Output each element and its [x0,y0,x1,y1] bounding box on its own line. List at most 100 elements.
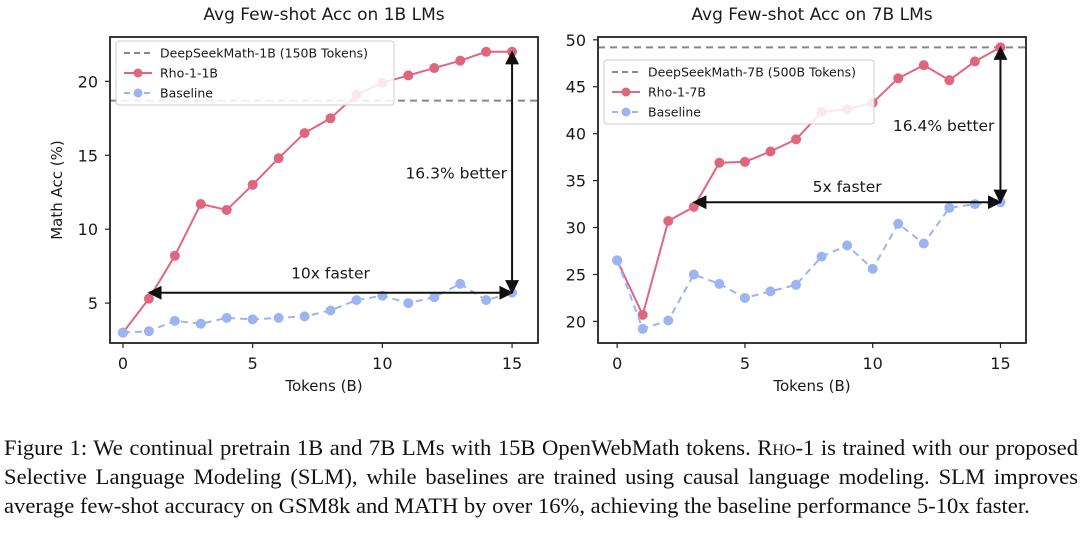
y-tick-label: 45 [566,78,586,97]
baseline-data-point [688,269,699,280]
baseline-data-point [791,279,802,290]
baseline-data-point [765,286,776,297]
rho-data-point [403,70,414,81]
baseline-data-point [612,255,623,266]
rho-data-point [481,46,492,57]
rho-data-point [429,63,440,74]
rho-data-point [714,157,725,168]
x-tick-label: 15 [502,354,522,373]
legend-label: DeepSeekMath-7B (500B Tokens) [648,65,856,80]
y-tick-label: 5 [88,294,98,313]
rho-data-point [918,60,929,71]
y-tick-label: 40 [566,125,586,144]
rho-data-point [299,128,310,139]
rho-data-point [169,250,180,261]
chart-title: Avg Few-shot Acc on 7B LMs [691,5,932,25]
y-tick-label: 10 [78,220,98,239]
chart-panel-1: Avg Few-shot Acc on 1B LMs 10x faster 16.3… [48,5,539,395]
baseline-data-point [247,314,258,325]
legend-label: Rho-1-7B [648,85,706,100]
baseline-series-line [616,201,1001,331]
baseline-data-point [143,326,154,337]
rho-series-line [616,46,1001,318]
caption-method-smallcaps: ho [772,435,796,460]
baseline-data-point [893,218,904,229]
baseline-data-point [714,278,725,289]
rho-data-point [143,293,154,304]
legend-label: Rho-1-1B [160,66,218,81]
baseline-data-point [816,251,827,262]
y-tick-label: 30 [566,219,586,238]
figure-caption: Figure 1: We continual pretrain 1B and 7… [4,433,1078,520]
baseline-data-point [481,295,492,306]
caption-rest: is trained with our proposed Selective L… [4,435,1079,518]
rho-data-point [455,55,466,66]
rho-data-point [247,179,258,190]
y-tick-label: 25 [566,265,586,284]
x-tick-label: 5 [248,354,258,373]
speedup-label: 5x faster [813,178,883,196]
caption-method-suffix: -1 [795,435,815,460]
improvement-label: 16.3% better [405,164,507,182]
baseline-data-point [663,315,674,326]
rho-data-point [663,215,674,226]
baseline-data-point [351,295,362,306]
rho-data-point [765,146,776,157]
legend-box [603,59,875,125]
legend-marker-sample [621,87,631,97]
speedup-label: 10x faster [291,265,370,283]
baseline-data-point [169,315,180,326]
baseline-data-point [403,298,414,309]
x-tick-label: 10 [863,354,883,373]
y-axis-label: Math Acc (%) [48,140,66,240]
baseline-data-point [273,312,284,323]
baseline-data-point [918,238,929,249]
caption-method-prefix: R [757,435,773,460]
chart-title: Avg Few-shot Acc on 1B LMs [203,5,444,25]
legend-marker-sample [621,107,631,117]
x-tick-label: 0 [118,354,128,373]
rho-data-point [221,204,232,215]
baseline-data-point [637,323,648,334]
rho-data-point [688,201,699,212]
baseline-data-point [455,278,466,289]
plot-frame [109,36,539,344]
x-tick-label: 10 [372,354,392,373]
y-tick-label: 35 [566,172,586,191]
legend: DeepSeekMath-1B (150B Tokens) Rho-1-1B Bas… [115,40,395,106]
legend-label: DeepSeekMath-1B (150B Tokens) [160,46,368,61]
baseline-data-point [195,318,206,329]
rho-data-point [273,153,284,164]
y-tick-label: 20 [566,312,586,331]
legend-marker-sample [133,68,143,78]
improvement-label: 16.4% better [893,117,995,135]
x-axis-label: Tokens (B) [284,377,362,395]
baseline-data-point [117,327,128,338]
baseline-data-point [221,312,232,323]
baseline-data-point [944,202,955,213]
baseline-data-point [969,199,980,210]
baseline-data-point [325,305,336,316]
rho-data-point [325,113,336,124]
rho-series-line [122,50,513,334]
x-tick-label: 5 [740,354,750,373]
chart-panel-2: Avg Few-shot Acc on 7B LMs 5x faster 16.4%… [566,5,1027,395]
y-tick-label: 20 [78,72,98,91]
legend-marker-sample [133,88,143,98]
x-tick-label: 0 [612,354,622,373]
rho-data-point [195,199,206,210]
baseline-data-point [299,311,310,322]
y-tick-label: 50 [566,31,586,50]
rho-data-point [791,134,802,145]
baseline-data-point [842,240,853,251]
plot-frame [597,36,1027,344]
rho-data-point [969,56,980,67]
rho-data-point [637,309,648,320]
baseline-series-line [122,282,513,334]
rho-data-point [739,156,750,167]
legend-box [115,40,395,106]
x-tick-label: 15 [990,354,1010,373]
y-tick-label: 15 [78,146,98,165]
baseline-data-point [867,263,878,274]
